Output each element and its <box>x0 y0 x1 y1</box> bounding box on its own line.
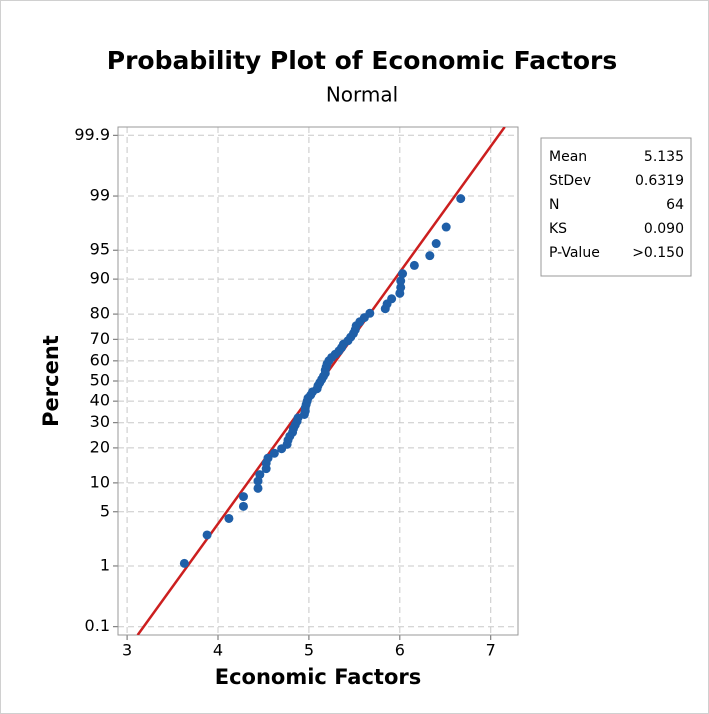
point <box>263 453 273 463</box>
x-tick-label: 3 <box>122 641 132 660</box>
plot-frame <box>117 126 519 636</box>
point <box>396 282 406 292</box>
y-tick-label: 95 <box>90 240 110 259</box>
y-axis-label: Percent <box>39 335 63 427</box>
plot-area <box>136 127 506 635</box>
y-tick-label: 90 <box>90 269 110 288</box>
point <box>179 558 189 568</box>
x-tick-label: 4 <box>213 641 223 660</box>
y-tick-label: 99 <box>90 186 110 205</box>
point <box>425 251 435 261</box>
point <box>387 294 397 304</box>
x-tick-label: 7 <box>486 641 496 660</box>
stat-value: >0.150 <box>632 245 684 261</box>
y-tick-label: 20 <box>90 437 110 456</box>
stat-value: 0.6319 <box>635 173 684 189</box>
stat-label: N <box>549 197 559 213</box>
point <box>398 269 408 279</box>
chart-title: Probability Plot of Economic Factors <box>107 46 617 75</box>
y-tick-label: 0.1 <box>85 616 110 635</box>
x-tick-label: 6 <box>395 641 405 660</box>
y-tick-label: 30 <box>90 412 110 431</box>
point <box>441 222 451 232</box>
point <box>431 239 441 249</box>
point <box>255 470 265 480</box>
stat-label: Mean <box>549 149 587 165</box>
chart-subtitle: Normal <box>326 83 398 107</box>
point <box>456 194 466 204</box>
point <box>224 513 234 523</box>
y-tick-label: 70 <box>90 329 110 348</box>
point <box>365 308 375 318</box>
point <box>253 483 263 493</box>
x-axis-label: Economic Factors <box>215 665 422 689</box>
x-tick-label: 5 <box>304 641 314 660</box>
y-tick-label: 10 <box>90 472 110 491</box>
y-tick-label: 40 <box>90 391 110 410</box>
stat-value: 64 <box>666 197 684 213</box>
y-tick-label: 99.9 <box>74 125 110 144</box>
point <box>269 448 279 458</box>
stat-label: KS <box>549 221 567 237</box>
stat-value: 0.090 <box>644 221 684 237</box>
y-tick-label: 1 <box>100 555 110 574</box>
y-tick-label: 80 <box>90 304 110 323</box>
point <box>409 260 419 270</box>
y-tick-label: 5 <box>100 501 110 520</box>
y-tick-label: 50 <box>90 371 110 390</box>
point <box>202 530 212 540</box>
point <box>238 501 248 511</box>
point <box>238 492 248 502</box>
stat-value: 5.135 <box>644 149 684 165</box>
point <box>396 276 406 286</box>
stat-label: P-Value <box>549 245 600 261</box>
stats-box <box>540 137 692 277</box>
stat-label: StDev <box>549 173 591 189</box>
y-tick-label: 60 <box>90 350 110 369</box>
